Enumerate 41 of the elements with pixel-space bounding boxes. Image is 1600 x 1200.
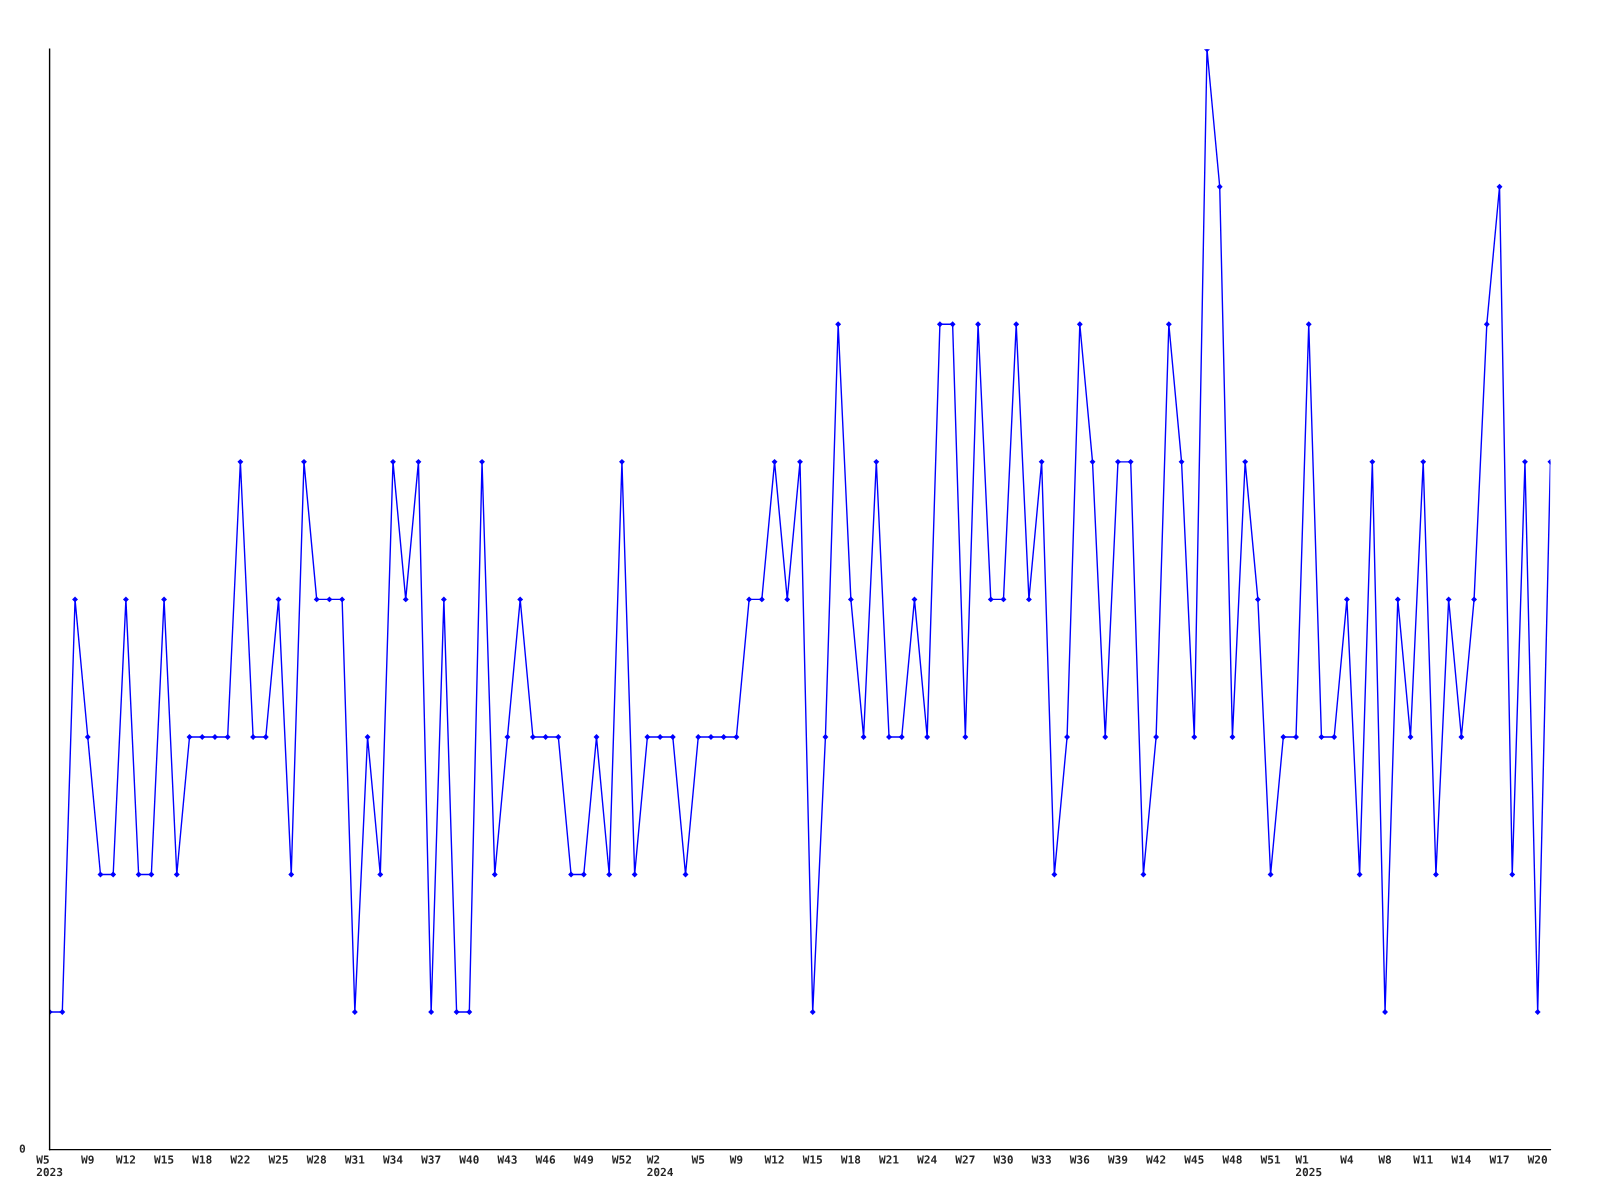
x-tick-label: W15 xyxy=(154,1155,174,1164)
x-tick-label: W28 xyxy=(306,1155,327,1164)
x-tick-label: W34 xyxy=(382,1155,403,1164)
x-tick-label: W31 xyxy=(344,1155,365,1164)
x-tick-label: W11 xyxy=(1413,1155,1433,1164)
x-tick-label: W4 xyxy=(1340,1155,1354,1164)
x-tick-label: W24 xyxy=(917,1155,937,1164)
x-tick-label: W9 xyxy=(729,1155,743,1164)
x-tick-label: W42 xyxy=(1146,1155,1166,1164)
x-tick-label: W43 xyxy=(497,1155,517,1164)
x-tick-label: W48 xyxy=(1222,1155,1242,1164)
x-tick-label: W33 xyxy=(1031,1155,1051,1164)
x-tick-label: W1 2025 xyxy=(1295,1155,1322,1177)
x-tick-label: W36 xyxy=(1069,1155,1090,1164)
x-tick-label: W12 xyxy=(764,1155,784,1164)
text: 0 xyxy=(19,1144,26,1153)
x-tick-label: W22 xyxy=(230,1155,250,1164)
x-tick-label: W51 xyxy=(1260,1155,1281,1164)
x-tick-label: W49 xyxy=(573,1155,594,1164)
x-tick-label: W30 xyxy=(993,1155,1013,1164)
x-tick-label: W8 xyxy=(1378,1155,1392,1164)
x-tick-label: W18 xyxy=(840,1155,861,1164)
x-tick-label: W46 xyxy=(535,1155,556,1164)
x-tick-label: W18 xyxy=(192,1155,212,1164)
x-tick-label: W52 xyxy=(611,1155,632,1164)
x-tick-label: W45 xyxy=(1184,1155,1204,1164)
x-tick-label: W39 xyxy=(1107,1155,1128,1164)
x-tick-label: W17 xyxy=(1489,1155,1509,1164)
x-tick-label: W5 2023 xyxy=(36,1155,63,1177)
x-tick-label: W40 xyxy=(459,1155,479,1164)
x-tick-label: W14 xyxy=(1451,1155,1471,1164)
x-tick-label: W12 xyxy=(115,1155,136,1164)
x-tick-label: W15 xyxy=(802,1155,822,1164)
x-tick-label: W2 2024 xyxy=(646,1155,673,1177)
x-tick-label: W27 xyxy=(955,1155,975,1164)
x-tick-label: W25 xyxy=(268,1155,288,1164)
x-tick-label: W20 xyxy=(1527,1155,1548,1164)
x-tick-label: W21 xyxy=(879,1155,899,1164)
x-tick-label: W9 xyxy=(81,1155,94,1164)
x-tick-label: W5 xyxy=(691,1155,705,1164)
x-tick-label: W37 xyxy=(421,1155,441,1164)
